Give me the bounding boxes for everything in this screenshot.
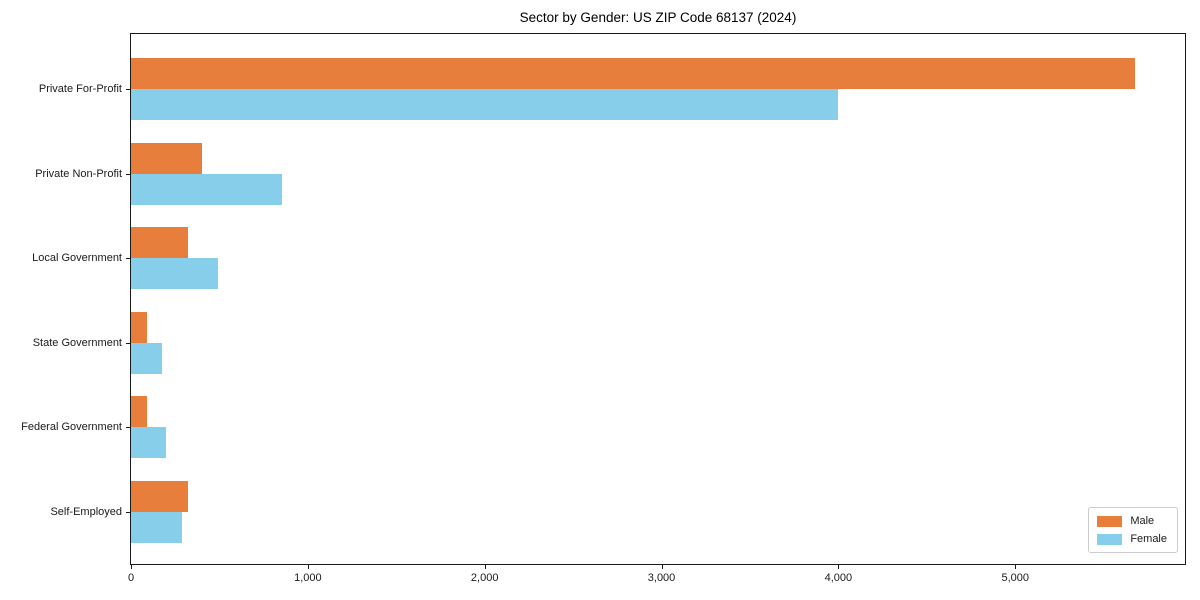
y-tick-label: Private Non-Profit [35,167,122,180]
x-tick-mark [1015,564,1017,569]
legend: Male Female [1088,507,1178,553]
y-tick-mark [126,342,131,344]
bar-male-state-government [131,311,147,343]
x-tick-label: 1,000 [294,572,322,584]
legend-item-female: Female [1097,533,1167,545]
plot-area: Male Female Private For-Profit Private No… [21,33,1186,584]
y-tick-label: Local Government [32,252,122,265]
y-tick-label: Private For-Profit [38,83,122,95]
bar-female-state-government [131,342,162,374]
legend-label-female: Female [1130,533,1167,545]
bar-female-private-for-profit [131,89,839,120]
x-tick-label: 3,000 [647,572,676,584]
bar-male-private-non-profit [131,142,202,174]
x-tick-label: 2,000 [470,572,499,584]
y-tick-mark [126,173,131,175]
bar-female-self-employed [131,512,183,543]
legend-swatch-female [1097,533,1123,545]
chart-title: Sector by Gender: US ZIP Code 68137 (202… [519,10,797,25]
y-tick-mark [126,512,131,513]
bar-female-local-government [131,258,218,290]
x-tick-mark [838,564,840,569]
bar-male-local-government [131,227,188,259]
legend-swatch-male [1097,515,1123,527]
y-tick-mark [126,89,131,90]
x-tick-label: 4,000 [824,572,853,584]
y-tick-label: Federal Government [21,421,122,434]
x-tick-mark [131,564,132,569]
bar-male-federal-government [131,396,147,428]
legend-item-male: Male [1097,515,1167,527]
x-tick-label: 5,000 [1001,572,1029,584]
x-tick-mark [307,564,309,569]
y-tick-label: State Government [32,336,122,349]
y-tick-label: Self-Employed [50,506,122,518]
x-tick-mark [661,564,663,569]
bar-male-self-employed [131,481,188,512]
x-tick-label: 0 [127,572,135,584]
bar-male-private-for-profit [131,58,1135,89]
x-tick-mark [484,564,486,569]
bar-female-private-non-profit [131,173,283,205]
bar-female-federal-government [131,427,167,459]
y-tick-mark [126,258,131,260]
y-tick-mark [126,427,131,429]
legend-label-male: Male [1130,515,1155,527]
